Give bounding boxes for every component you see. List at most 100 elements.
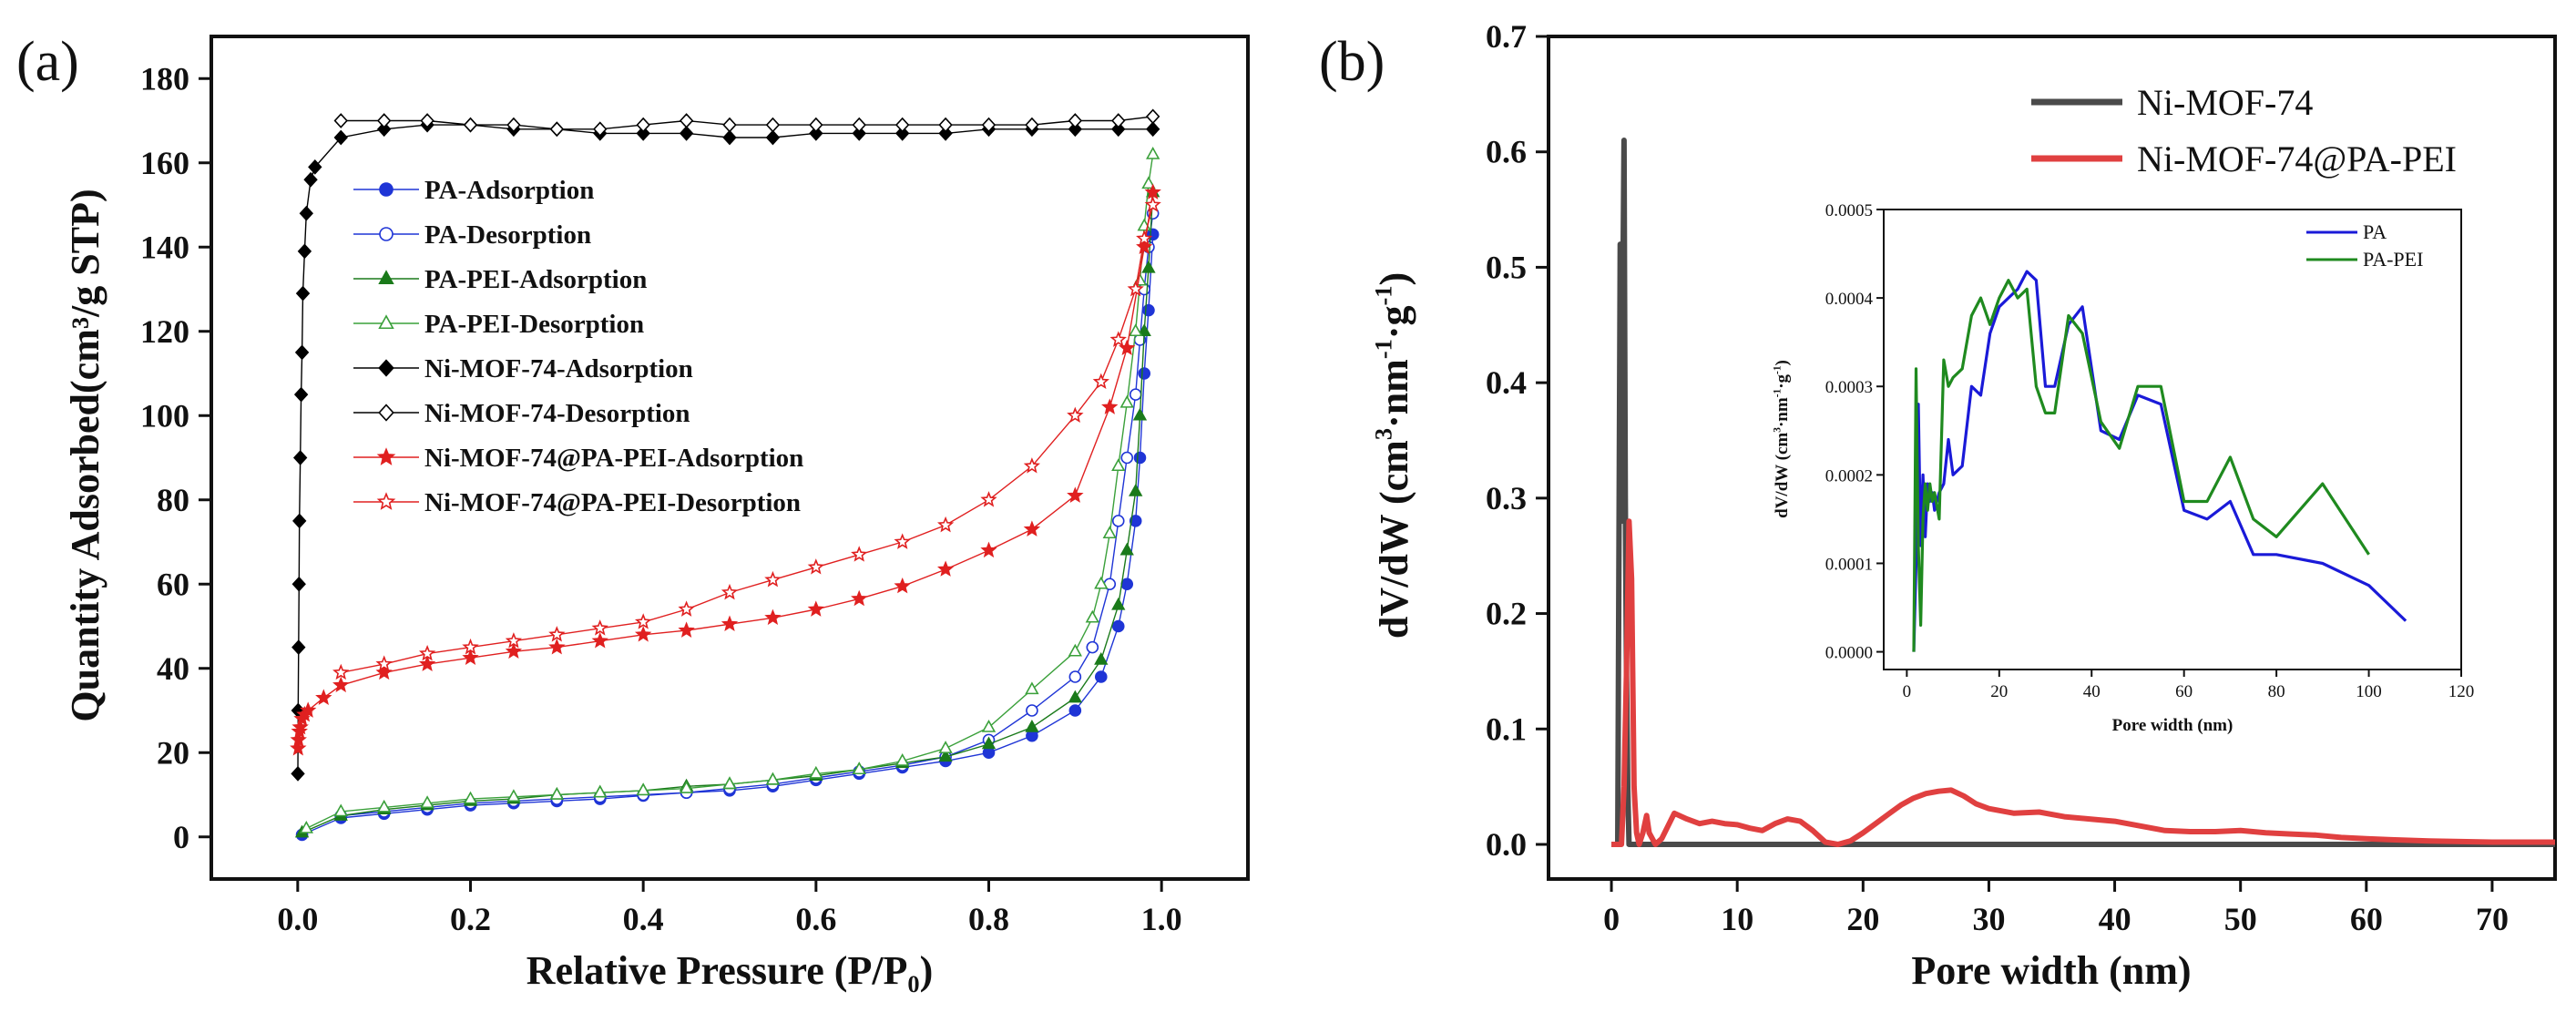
data-point <box>634 626 652 642</box>
data-point <box>938 125 953 141</box>
inset-series-pa-pei <box>1912 279 2370 652</box>
x-tick-label: 40 <box>2099 901 2131 937</box>
chart-b-series <box>1611 138 2555 847</box>
data-point <box>764 608 782 626</box>
inset-legend: PA PA-PEI <box>2306 220 2423 271</box>
legend-swatch-marker <box>376 447 396 465</box>
y-tick-label: 140 <box>140 229 189 265</box>
data-point <box>1086 640 1099 654</box>
data-point <box>1102 526 1117 539</box>
data-point <box>548 626 566 642</box>
data-point <box>809 125 823 141</box>
data-point <box>591 632 608 649</box>
legend-label: Ni-MOF-74-Adsorption <box>424 354 693 383</box>
data-point <box>291 639 306 656</box>
data-point <box>679 125 694 141</box>
data-point <box>936 560 955 577</box>
y-tick-label: 0.2 <box>1486 596 1527 632</box>
data-point <box>1111 515 1125 527</box>
chart-b-legend: Ni-MOF-74 Ni-MOF-74@PA-PEI <box>2031 82 2457 179</box>
legend-swatch-marker <box>379 227 394 241</box>
inset-x-tick-label: 120 <box>2448 682 2475 701</box>
data-point <box>506 117 521 133</box>
legend-label: Ni-MOF-74 <box>2137 82 2313 123</box>
x-tick-label: 60 <box>2350 901 2383 937</box>
inset-legend-entry: PA <box>2306 220 2387 243</box>
y-tick-label: 0.7 <box>1486 18 1527 55</box>
data-point <box>420 795 434 809</box>
y-tick-label: 40 <box>157 650 189 687</box>
data-point <box>1111 113 1126 128</box>
legend-entry: PA-Desorption <box>353 220 591 250</box>
legend-label: PA-Adsorption <box>424 176 594 205</box>
y-tick-label: 120 <box>140 313 189 350</box>
y-tick-label: 0.0 <box>1486 826 1527 863</box>
data-point <box>418 644 436 661</box>
legend-label: Ni-MOF-74-Desorption <box>424 399 690 428</box>
data-point <box>1129 515 1142 527</box>
data-point <box>1068 670 1082 683</box>
panel-a-label: (a) <box>16 31 79 93</box>
data-point <box>549 786 564 800</box>
data-point <box>679 781 694 793</box>
data-point <box>678 621 695 638</box>
data-point <box>332 663 350 680</box>
data-point <box>506 789 521 802</box>
chart-b: 0 10 20 30 40 50 60 700.00.10.20.30.40.50.60.7 … <box>1369 18 2557 993</box>
y-tick-label: 0.4 <box>1486 364 1527 401</box>
data-point <box>299 820 313 833</box>
legend-entry: Ni-MOF-74@PA-PEI-Desorption <box>353 488 801 517</box>
data-point <box>303 171 318 188</box>
x-tick-label: 10 <box>1721 901 1753 937</box>
data-point <box>1094 670 1108 683</box>
legend-entry: Ni-MOF-74-Desorption <box>353 399 690 428</box>
data-point <box>333 113 348 128</box>
inset-xlabel: Pore width (nm) <box>2112 716 2234 735</box>
legend-entry: Ni-MOF-74-Adsorption <box>353 354 693 383</box>
data-point <box>894 533 911 549</box>
data-point <box>636 125 650 141</box>
data-point <box>894 125 910 141</box>
data-point <box>807 600 825 617</box>
data-point <box>375 655 393 671</box>
y-tick-label: 0.1 <box>1486 710 1527 747</box>
inset-y-tick-label: 0.0004 <box>1825 290 1874 309</box>
inset-y-tick-label: 0.0001 <box>1825 555 1873 574</box>
data-point <box>809 117 823 133</box>
data-point <box>1119 542 1134 556</box>
y-tick-label: 0.5 <box>1486 249 1527 285</box>
data-point <box>1094 651 1109 665</box>
data-point <box>1145 121 1160 138</box>
inset-y-tick-label: 0.0002 <box>1825 466 1873 486</box>
x-tick-label: 0 <box>1603 901 1620 937</box>
data-point <box>1138 367 1150 380</box>
legend-swatch-marker <box>378 404 394 422</box>
data-point <box>1068 704 1082 717</box>
inset-legend-label: PA <box>2363 220 2387 243</box>
x-tick-label: 0.0 <box>277 901 318 937</box>
legend-swatch-marker <box>376 492 396 510</box>
data-point <box>1132 407 1148 421</box>
legend-swatch-marker <box>378 314 394 330</box>
inset-series <box>1912 270 2407 652</box>
inset-x-tick-label: 80 <box>2268 682 2285 701</box>
inset-legend-label: PA-PEI <box>2363 248 2423 271</box>
data-point <box>1026 704 1038 717</box>
data-point <box>981 736 997 750</box>
data-point <box>1023 520 1041 537</box>
data-point <box>1133 451 1147 465</box>
data-point <box>1023 457 1041 474</box>
x-tick-label: 0.2 <box>450 901 491 937</box>
x-tick-label: 0.8 <box>968 901 1009 937</box>
data-point <box>938 117 953 133</box>
chart-b-ticks: 0 10 20 30 40 50 60 70 0.0 0.1 0.2 0.3 0.4 0.5 0.6 0.7 <box>1486 18 2509 937</box>
data-point <box>505 642 523 659</box>
legend-label: PA-PEI-Desorption <box>424 310 644 339</box>
chart-b-xlabel: Pore width (nm) <box>1911 948 2191 993</box>
data-point <box>299 205 314 221</box>
data-point <box>764 570 782 588</box>
data-point <box>1068 690 1082 703</box>
y-tick-label: 0 <box>173 819 189 855</box>
data-point <box>1136 230 1153 246</box>
x-tick-label: 70 <box>2476 901 2509 937</box>
